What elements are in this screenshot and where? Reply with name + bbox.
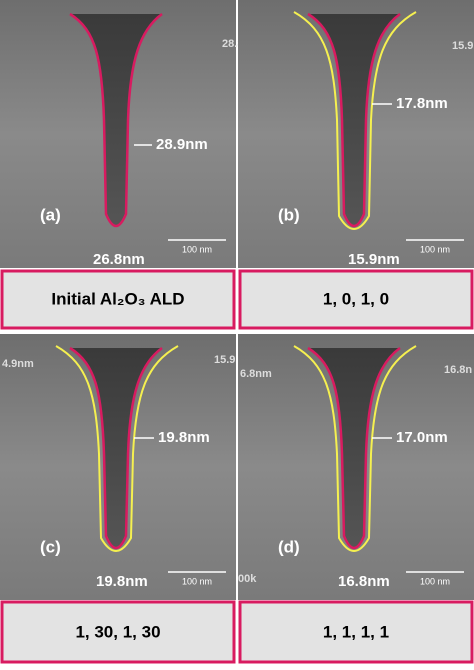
caption-box: [238, 600, 474, 664]
outline-yellow: [55, 345, 179, 552]
width-label: 19.8nm: [158, 429, 210, 446]
outline-pink: [69, 12, 163, 228]
outline-yellow: [293, 345, 417, 552]
panel-letter: (c): [40, 537, 61, 556]
caption: Initial Al₂O₃ ALD: [51, 289, 184, 308]
width-label: 17.8nm: [396, 95, 448, 112]
bottom-label: 16.8nm: [338, 573, 390, 590]
caption: 1, 1, 1, 1: [323, 622, 389, 641]
caption-box: [0, 600, 236, 664]
scale-label: 100 nm: [420, 576, 450, 586]
caption: 1, 0, 1, 0: [323, 289, 389, 308]
panel-letter: (b): [278, 205, 300, 224]
outline-pink: [307, 346, 401, 550]
caption-box: [0, 269, 236, 330]
scale-label: 100 nm: [420, 244, 450, 254]
cut-label: 00k: [238, 573, 257, 585]
cut-label: 6.8nm: [240, 368, 272, 380]
cut-label: 16.8n: [444, 364, 472, 376]
panel: (c) 100 nm 19.8nm 19.8nm 4.9nm 15.9: [0, 334, 236, 600]
trench: [308, 14, 400, 226]
width-label: 17.0nm: [396, 429, 448, 446]
width-label: 28.9nm: [156, 136, 208, 153]
caption-box: [238, 269, 474, 330]
panel-letter: (d): [278, 537, 300, 556]
bottom-label: 19.8nm: [96, 573, 148, 590]
scale-label: 100 nm: [182, 244, 212, 254]
cut-label: 15.9: [214, 354, 235, 366]
trench: [70, 14, 162, 226]
trench: [308, 348, 400, 548]
cut-label: 15.9n: [452, 40, 474, 52]
panel: (b) 100 nm 17.8nm 15.9nm 15.9n: [238, 0, 474, 268]
outline-yellow: [293, 11, 417, 230]
panel: (d) 100 nm 17.0nm 16.8nm 6.8nm 16.8n 00k: [238, 334, 474, 600]
caption: 1, 30, 1, 30: [75, 622, 160, 641]
trench: [70, 348, 162, 548]
outline-pink: [307, 12, 401, 228]
cut-label: 4.9nm: [2, 358, 34, 370]
outline-pink: [69, 346, 163, 550]
scale-label: 100 nm: [182, 576, 212, 586]
bottom-label: 15.9nm: [348, 251, 400, 268]
panel-letter: (a): [40, 205, 61, 224]
bottom-label: 26.8nm: [93, 251, 145, 268]
